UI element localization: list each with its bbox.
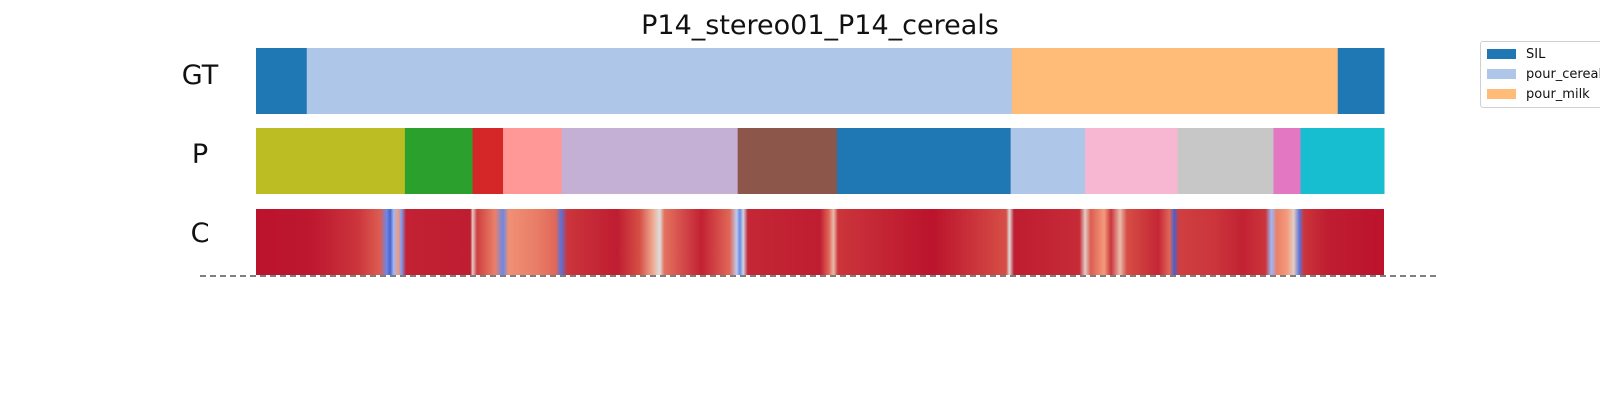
gt-segment-4 [1337, 48, 1385, 114]
gt-row [256, 48, 1385, 114]
gt-segment-2 [306, 48, 1013, 114]
prediction-segment-10 [1177, 128, 1274, 194]
legend-item-pour-cereals: pour_cereals [1487, 64, 1600, 84]
legend: SIL pour_cereals pour_milk [1480, 41, 1600, 108]
row-label-gt: GT [181, 60, 219, 91]
row-label-p: P [191, 139, 209, 170]
prediction-row [256, 128, 1385, 194]
prediction-segment-2 [404, 128, 474, 194]
legend-swatch-pour-milk [1487, 89, 1516, 99]
prediction-segment-6 [737, 128, 838, 194]
prediction-segment-9 [1085, 128, 1179, 194]
legend-swatch-pour-cereals [1487, 69, 1516, 79]
legend-label-pour-milk: pour_milk [1526, 86, 1590, 102]
gt-segment-1 [256, 48, 308, 114]
legend-label-pour-cereals: pour_cereals [1526, 66, 1600, 82]
prediction-segment-1 [256, 128, 406, 194]
prediction-segment-5 [561, 128, 739, 194]
prediction-segment-8 [1010, 128, 1086, 194]
row-label-c: C [190, 218, 210, 249]
chart-title: P14_stereo01_P14_cereals [641, 10, 999, 41]
prediction-segment-12 [1300, 128, 1385, 194]
prediction-segment-3 [472, 128, 504, 194]
gt-segment-3 [1011, 48, 1339, 114]
legend-item-sil: SIL [1487, 44, 1545, 64]
prediction-segment-7 [836, 128, 1012, 194]
prediction-segment-11 [1273, 128, 1302, 194]
legend-swatch-sil [1487, 49, 1516, 59]
prediction-segment-4 [503, 128, 563, 194]
legend-label-sil: SIL [1526, 46, 1546, 62]
confidence-strip [256, 209, 1384, 275]
legend-item-pour-milk: pour_milk [1487, 84, 1590, 104]
confidence-row [256, 209, 1384, 275]
